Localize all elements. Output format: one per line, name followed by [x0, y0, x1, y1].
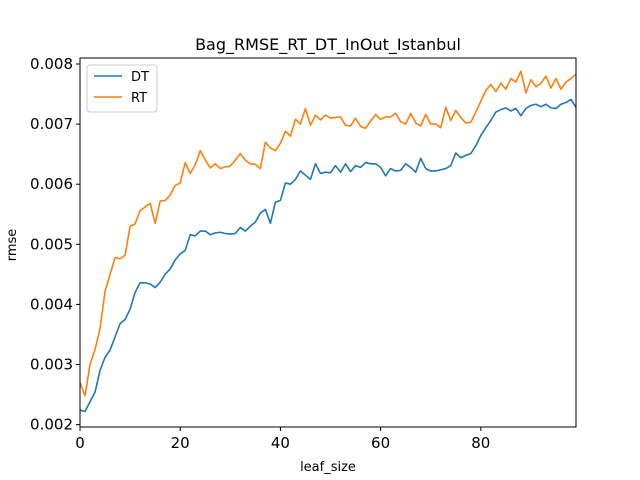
y-axis-label: rmse [5, 229, 20, 262]
y-tick-label: 0.002 [30, 416, 73, 434]
legend: DT RT [86, 64, 158, 113]
y-tick-label: 0.003 [30, 355, 73, 373]
x-tick-label: 40 [271, 434, 290, 452]
y-axis: 0.002 0.003 0.004 0.005 0.006 0.007 0.008 [30, 55, 80, 434]
series-line-rt [80, 70, 576, 397]
x-tick-label: 60 [371, 434, 390, 452]
series-line-dt [80, 98, 576, 413]
x-axis: 0 20 40 60 80 [75, 427, 490, 452]
legend-label-rt: RT [131, 91, 147, 106]
x-axis-label: leaf_size [300, 460, 356, 475]
plot-frame [79, 57, 577, 428]
x-tick-label: 80 [471, 434, 490, 452]
x-tick-label: 20 [171, 434, 190, 452]
plot-area [79, 57, 577, 428]
y-tick-label: 0.004 [30, 295, 73, 313]
y-tick-label: 0.007 [30, 115, 73, 133]
x-tick-label: 0 [75, 434, 85, 452]
y-tick-label: 0.008 [30, 55, 73, 73]
y-tick-label: 0.006 [30, 175, 73, 193]
legend-label-dt: DT [131, 70, 149, 85]
chart-title: Bag_RMSE_RT_DT_InOut_Istanbul [195, 35, 461, 55]
y-tick-label: 0.005 [30, 235, 73, 253]
